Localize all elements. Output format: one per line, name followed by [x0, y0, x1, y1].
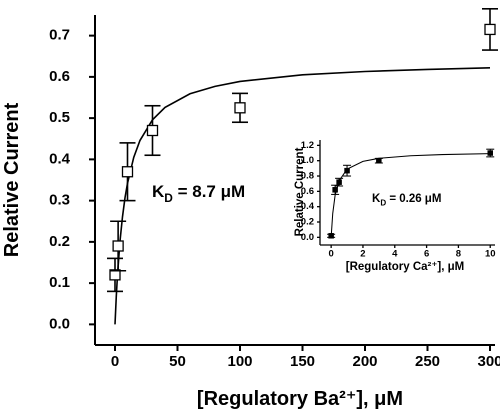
x-tick-label: 8: [456, 249, 461, 260]
data-point: [234, 102, 246, 114]
fit-curve: [330, 153, 491, 238]
x-tick-label: 6: [424, 249, 429, 260]
y-axis-label: Relative Current: [1, 102, 23, 257]
y-tick-label: 0.2: [301, 217, 314, 228]
y-tick-label: 0.0: [301, 232, 314, 243]
x-tick-label: 300: [477, 353, 500, 370]
data-point: [112, 240, 124, 252]
annotation-text: = 8.7 μM: [173, 182, 245, 201]
data-point: [484, 23, 496, 36]
x-tick-label: 0: [111, 353, 119, 370]
x-tick-label: 50: [169, 353, 186, 370]
data-point: [109, 269, 121, 281]
y-tick-label: 0.3: [49, 192, 70, 209]
y-tick-label: 0.1: [49, 274, 70, 291]
data-point: [336, 179, 342, 185]
y-tick-label: 0.8: [301, 171, 314, 182]
data-point: [328, 233, 334, 239]
y-tick-label: 1.2: [301, 140, 314, 151]
x-tick-label: 0: [328, 249, 333, 260]
annotation-subscript: D: [164, 191, 173, 205]
x-tick-label: 4: [392, 249, 398, 260]
annotation-symbol: K: [152, 182, 165, 201]
x-tick-label: 10: [485, 249, 496, 260]
annotation-symbol: K: [372, 193, 381, 205]
y-tick-label: 0.0: [49, 315, 70, 332]
data-point: [146, 124, 159, 137]
annotation: KD = 8.7 μM: [152, 182, 245, 205]
x-axis-label: [Regulatory Ba²⁺], μM: [197, 388, 403, 410]
x-tick-label: 100: [227, 353, 252, 370]
x-tick-label: 200: [352, 353, 377, 370]
y-tick-label: 0.6: [301, 186, 314, 197]
x-tick-label: 150: [290, 353, 315, 370]
data-point: [376, 157, 382, 164]
y-tick-label: 0.6: [49, 68, 70, 85]
data-point: [121, 166, 134, 178]
annotation: KD = 0.26 μM: [372, 193, 441, 207]
y-axis-label: Relative Current: [294, 147, 306, 236]
x-tick-label: 250: [415, 353, 440, 370]
y-tick-label: 0.2: [49, 233, 70, 250]
data-point: [344, 167, 350, 174]
x-axis-label: [Regulatory Ca²⁺], μM: [346, 261, 465, 273]
annotation-subscript: D: [380, 198, 386, 207]
annotation-text: = 0.26 μM: [386, 193, 441, 205]
y-tick-label: 0.5: [49, 109, 70, 126]
data-point: [487, 150, 493, 156]
y-tick-label: 0.7: [49, 27, 70, 44]
y-tick-label: 0.4: [49, 150, 71, 167]
y-tick-label: 1.0: [301, 155, 314, 166]
y-tick-label: 0.4: [301, 201, 315, 212]
data-point: [332, 187, 338, 193]
x-tick-label: 2: [360, 249, 365, 260]
